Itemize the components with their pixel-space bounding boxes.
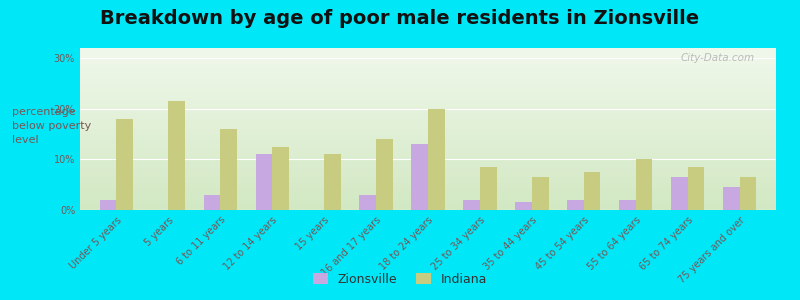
Bar [723,187,740,210]
Legend: Zionsville, Indiana: Zionsville, Indiana [308,268,492,291]
Bar [688,167,704,210]
Bar [584,172,601,210]
Bar [359,195,376,210]
Bar [532,177,549,210]
Text: Breakdown by age of poor male residents in Zionsville: Breakdown by age of poor male residents … [101,9,699,28]
Bar [376,139,393,210]
Bar [619,200,636,210]
Bar [480,167,497,210]
Bar [255,154,272,210]
Bar [671,177,688,210]
Bar [116,119,133,210]
Bar [324,154,341,210]
Bar [100,200,116,210]
Bar [636,159,652,210]
Text: percentage
below poverty
level: percentage below poverty level [12,107,91,145]
Bar [220,129,237,210]
Text: City-Data.com: City-Data.com [681,53,755,63]
Bar [272,147,289,210]
Bar [428,109,445,210]
Bar [515,202,532,210]
Bar [168,101,185,210]
Bar [204,195,220,210]
Bar [411,144,428,210]
Bar [740,177,756,210]
Bar [463,200,480,210]
Bar [567,200,584,210]
